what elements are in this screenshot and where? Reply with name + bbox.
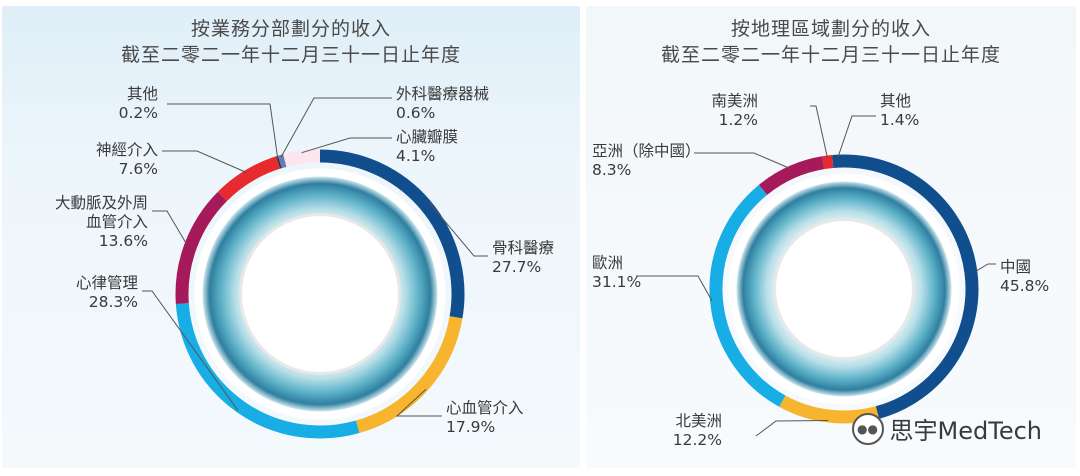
slice-value-4: 7.6%	[119, 160, 158, 178]
donut-slice-5	[276, 155, 282, 169]
leader-line-0	[428, 201, 488, 257]
donut-slice-4	[822, 155, 834, 170]
slice-label-7: 心臟瓣膜	[396, 128, 458, 146]
leader-line-7	[301, 137, 392, 154]
leader-line-1	[755, 420, 829, 437]
leader-line-3	[152, 210, 187, 245]
slice-value-3: 13.6%	[99, 232, 148, 250]
donut-slice-4	[217, 156, 281, 202]
donut-slice-3	[175, 191, 228, 304]
slice-label-4: 神經介入	[96, 141, 158, 159]
slice-label-6: 外科醫療器械	[396, 85, 489, 103]
slice-label-5: 其他	[880, 92, 911, 110]
leader-line-5	[837, 115, 876, 157]
donut-slice-0	[843, 154, 979, 419]
leader-line-2	[142, 290, 239, 411]
donut-slice-2	[175, 303, 360, 439]
donut-slice-3	[758, 156, 825, 195]
slice-value-0: 45.8%	[1000, 277, 1049, 295]
donut-center	[239, 213, 401, 375]
slice-label-2: 歐洲	[592, 254, 623, 272]
slice-value-1: 12.2%	[673, 431, 722, 449]
slice-value-5: 1.4%	[880, 111, 919, 129]
slice-value-6: 0.6%	[396, 104, 435, 122]
slice-value-2: 28.3%	[89, 293, 138, 311]
slice-value-4: 1.2%	[719, 111, 758, 129]
slice-value-7: 4.1%	[396, 147, 435, 165]
chart-subtitle: 截至二零二一年十二月三十一日止年度	[660, 44, 1001, 66]
slice-label-0: 中國	[1000, 258, 1031, 276]
slice-label-4: 南美洲	[711, 92, 758, 110]
slice-label-1: 心血管介入	[446, 399, 524, 417]
watermark: ●● 思宇MedTech	[851, 411, 1042, 446]
leader-line-2	[636, 275, 713, 302]
slice-label-0: 骨科醫療	[492, 239, 555, 257]
slice-label-3: 血管介入	[86, 213, 148, 231]
leader-line-4	[810, 105, 828, 158]
slice-label-5: 其他	[127, 85, 158, 103]
donut-slice-2	[709, 184, 786, 407]
donut-center	[773, 218, 915, 360]
slice-value-5: 0.2%	[119, 104, 158, 122]
leader-line-0	[975, 263, 996, 272]
leader-line-6	[280, 97, 392, 158]
slice-label-3: 大動脈及外周	[55, 194, 148, 212]
slice-value-1: 17.9%	[446, 418, 495, 436]
slice-label-2: 心律管理	[76, 274, 138, 292]
leader-line-1	[395, 388, 442, 417]
slice-value-2: 31.1%	[592, 273, 641, 291]
donut-slice-7	[283, 149, 321, 167]
donut-slice-6	[277, 154, 287, 169]
chart-title: 按地理區域劃分的收入	[730, 18, 931, 40]
slice-label-3: 亞洲（除中國）	[592, 142, 701, 160]
wechat-icon: ●●	[851, 412, 884, 445]
watermark-text: 思宇MedTech	[889, 417, 1042, 445]
segment-revenue-panel: 按業務分部劃分的收入 截至二零二一年十二月三十一日止年度 骨科醫療 27.7% 心血…	[2, 6, 580, 468]
slice-value-0: 27.7%	[492, 258, 541, 276]
leader-line-5	[167, 103, 279, 159]
slice-label-1: 北美洲	[675, 412, 722, 430]
leader-line-3	[694, 152, 790, 169]
chart-subtitle: 截至二零二一年十二月三十一日止年度	[120, 44, 461, 66]
region-revenue-panel: 按地理區域劃分的收入 截至二零二一年十二月三十一日止年度 中國 45.8% 北美洲 1…	[586, 6, 1076, 468]
donut-slice-0	[319, 149, 465, 319]
leader-line-4	[162, 150, 247, 173]
chart-title: 按業務分部劃分的收入	[190, 18, 391, 40]
slice-value-3: 8.3%	[592, 161, 631, 179]
donut-slice-1	[355, 316, 463, 434]
